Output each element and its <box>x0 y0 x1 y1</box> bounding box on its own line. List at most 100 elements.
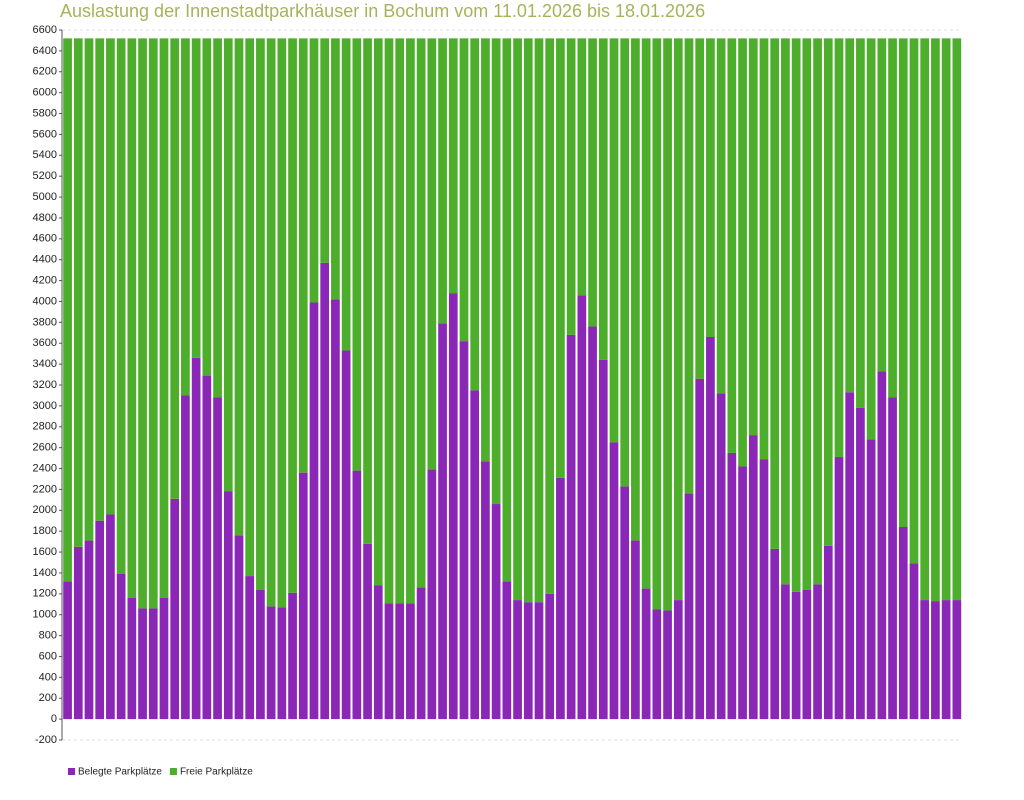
bar-segment <box>202 375 212 720</box>
bar-segment <box>534 38 544 603</box>
bar-segment <box>502 38 512 582</box>
bar-segment <box>138 38 147 609</box>
bar-segment <box>888 397 897 720</box>
y-tick-label: 5000 <box>33 191 57 203</box>
bar-segment <box>63 581 72 720</box>
bar-segment <box>845 38 855 393</box>
y-tick-label: 1000 <box>33 609 57 621</box>
y-tick-label: 2000 <box>33 504 57 516</box>
bar-segment <box>256 38 265 590</box>
bar-segment <box>491 38 501 505</box>
bar-segment <box>941 600 951 720</box>
bar-segment <box>159 38 169 598</box>
bar-segment <box>877 371 887 720</box>
bar-segment <box>523 38 533 603</box>
bar-segment <box>781 584 790 720</box>
bar-segment <box>277 38 287 608</box>
y-tick-label: 5400 <box>33 149 57 161</box>
bar-segment <box>738 466 747 720</box>
bar-segment <box>309 302 319 720</box>
bar-segment <box>438 323 447 720</box>
bar-segment <box>673 38 683 601</box>
bar-segment <box>727 38 737 453</box>
y-tick-label: 0 <box>51 713 57 725</box>
bar-segment <box>834 38 844 458</box>
bar-segment <box>309 38 319 303</box>
y-tick-label: 4000 <box>33 295 57 307</box>
bar-segment <box>202 38 212 376</box>
legend-swatch <box>169 768 177 775</box>
bar-segment <box>481 461 490 720</box>
bar-segment <box>213 38 222 398</box>
bar-segment <box>577 295 587 720</box>
bar-segment <box>748 38 758 436</box>
bar-segment <box>320 38 330 263</box>
bar-segment <box>866 439 876 720</box>
y-tick-label: 2200 <box>33 483 57 495</box>
bar-segment <box>416 587 426 720</box>
bar-segment <box>127 38 137 598</box>
y-tick-label: 200 <box>39 692 57 704</box>
y-tick-label: 800 <box>39 629 57 641</box>
bar-segment <box>63 38 72 582</box>
bar-segment <box>684 493 694 720</box>
bar-segment <box>223 491 233 720</box>
bar-segment <box>566 334 576 720</box>
bar-segment <box>170 38 180 499</box>
bar-segment <box>470 38 480 391</box>
bar-segment <box>234 535 244 720</box>
bar-segment <box>684 38 694 494</box>
bar-segment <box>459 38 469 342</box>
bar-segment <box>556 477 565 720</box>
y-tick-label: 1600 <box>33 546 57 558</box>
bar-segment <box>459 341 469 720</box>
y-tick-label: 6600 <box>33 24 57 36</box>
bar-segment <box>148 608 158 720</box>
bar-segment <box>191 357 201 720</box>
bar-segment <box>266 606 276 720</box>
bar-segment <box>823 38 833 546</box>
bar-segment <box>920 38 930 601</box>
bar-segment <box>620 486 630 720</box>
bar-segment <box>148 38 158 609</box>
bar-segment <box>138 608 147 720</box>
y-tick-label: 5800 <box>33 107 57 119</box>
bar-segment <box>641 38 651 589</box>
y-tick-label: 3400 <box>33 358 57 370</box>
y-tick-label: 2800 <box>33 421 57 433</box>
bar-segment <box>898 527 908 720</box>
bar-segment <box>363 38 372 544</box>
bar-segment <box>341 350 351 720</box>
bar-segment <box>116 38 126 574</box>
bar-segment <box>502 581 512 720</box>
bar-segment <box>952 600 962 720</box>
bar-segment <box>609 442 619 720</box>
bar-segment <box>748 435 758 720</box>
bar-segment <box>73 38 83 547</box>
bar-segment <box>695 378 705 720</box>
bar-segment <box>513 38 522 601</box>
bar-segment <box>159 598 169 720</box>
bar-segment <box>84 540 94 720</box>
bar-segment <box>384 38 394 604</box>
bar-segment <box>256 589 265 720</box>
bar-segment <box>898 38 908 528</box>
y-tick-label: 6400 <box>33 45 57 57</box>
bar-segment <box>706 336 715 720</box>
y-tick-label: 3600 <box>33 337 57 349</box>
bar-segment <box>213 397 222 720</box>
bar-segment <box>331 299 340 720</box>
bar-segment <box>813 584 822 720</box>
bar-segment <box>588 38 597 327</box>
bar-segment <box>716 393 726 720</box>
bar-segment <box>620 38 630 487</box>
bar-segment <box>877 38 887 372</box>
y-tick-label: 2600 <box>33 442 57 454</box>
bar-segment <box>716 38 726 394</box>
bar-segment <box>341 38 351 351</box>
bar-segment <box>223 38 233 492</box>
bar-segment <box>856 38 865 408</box>
bar-segment <box>738 38 747 467</box>
bar-segment <box>448 293 458 720</box>
bar-segment <box>352 470 362 720</box>
